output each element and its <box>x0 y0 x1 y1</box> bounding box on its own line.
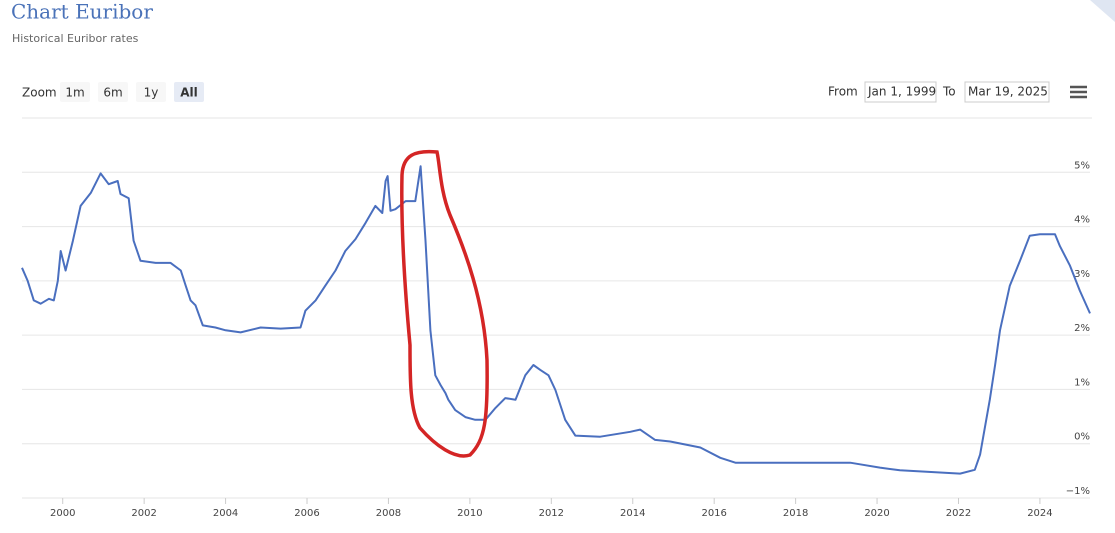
chart-title: Chart Euribor <box>11 0 153 24</box>
from-label: From <box>828 85 858 99</box>
zoom-buttons: 1m 6m 1y All <box>60 82 204 102</box>
zoom-button[interactable] <box>60 82 90 102</box>
to-date[interactable]: Mar 19, 2025 <box>968 85 1048 99</box>
y-tick-label: 3% <box>1074 269 1090 280</box>
zoom-label: Zoom <box>22 86 57 100</box>
zoom-button[interactable] <box>98 82 128 102</box>
zoom-button-label[interactable]: 1m <box>65 86 84 100</box>
line-series <box>21 165 1091 475</box>
zoom-button[interactable] <box>136 82 166 102</box>
plot-area: −1% 0% 1% 2% 3% 4% 5% 2000 2002 2004 2006 2008 2010 2… <box>21 160 1091 519</box>
zoom-button-label[interactable]: All <box>180 86 198 100</box>
x-tick-label: 2016 <box>701 508 726 519</box>
x-tick-label: 2002 <box>131 508 156 519</box>
x-tick-label: 2006 <box>294 508 319 519</box>
x-tick-label: 2004 <box>213 508 238 519</box>
from-input[interactable] <box>864 81 937 103</box>
x-tick-label: 2012 <box>539 508 564 519</box>
highlight-circle <box>400 149 489 458</box>
x-tick-label: 2024 <box>1027 508 1052 519</box>
y-tick-label: 4% <box>1074 215 1090 226</box>
corner-decoration <box>1090 0 1115 22</box>
x-tick-label: 2022 <box>946 508 971 519</box>
y-tick-label: −1% <box>1066 486 1090 497</box>
chart-subtitle: Historical Euribor rates <box>12 32 139 45</box>
x-tick-label: 2000 <box>50 508 75 519</box>
y-tick-label: 5% <box>1074 160 1090 171</box>
to-input[interactable] <box>964 81 1050 103</box>
y-tick-label: 0% <box>1074 432 1090 443</box>
y-tick-label: 1% <box>1074 377 1090 388</box>
zoom-button-label[interactable]: 6m <box>103 86 122 100</box>
menu-icon[interactable] <box>1070 85 1087 99</box>
x-tick-label: 2010 <box>457 508 482 519</box>
y-tick-label: 2% <box>1074 323 1090 334</box>
x-tick-label: 2018 <box>783 508 808 519</box>
x-tick-label: 2020 <box>864 508 889 519</box>
zoom-button[interactable] <box>174 82 204 102</box>
from-date[interactable]: Jan 1, 1999 <box>867 85 936 99</box>
x-tick-label: 2014 <box>620 508 645 519</box>
x-tick-label: 2008 <box>376 508 401 519</box>
zoom-button-label[interactable]: 1y <box>144 86 159 100</box>
to-label: To <box>942 85 956 99</box>
